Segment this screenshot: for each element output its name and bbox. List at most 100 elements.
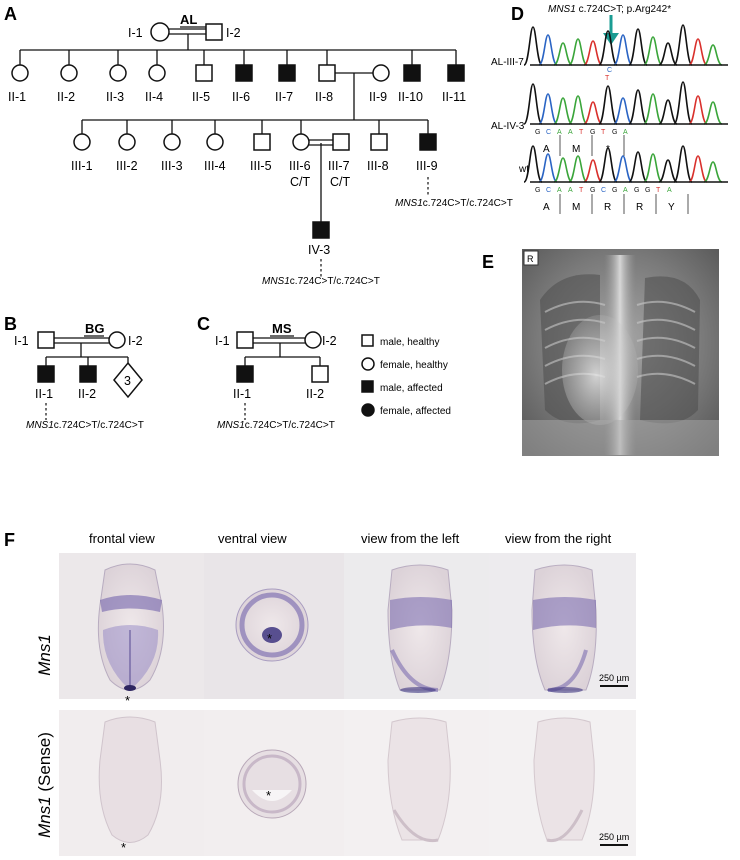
- label-a-iii6: III-6: [289, 159, 311, 173]
- trace-label-al-iii7: AL-III-7: [491, 57, 524, 68]
- trace-peak: [688, 95, 708, 125]
- label-c-ii2: II-2: [306, 387, 324, 401]
- trace-peak: [643, 153, 663, 183]
- trace-peak: [658, 99, 678, 125]
- label-a-iii9: III-9: [416, 159, 438, 173]
- asterisk-3: *: [121, 840, 126, 855]
- label-c-i1: I-1: [215, 334, 230, 348]
- xray-r-marker: R: [527, 254, 534, 264]
- chromatogram-wt: [523, 145, 723, 183]
- trace-peak: [553, 42, 573, 66]
- trace-peak: [583, 101, 603, 125]
- label-a-ii2: II-2: [57, 90, 75, 104]
- panel-e-label: E: [482, 252, 494, 272]
- trace-peak: [598, 147, 618, 183]
- aa-wt-5: Y: [668, 202, 675, 213]
- base-call: T: [656, 187, 661, 194]
- trace-peak: [628, 28, 648, 66]
- het-base-c: C: [607, 67, 612, 74]
- genotype-a-iii9: MNS1c.724C>T/c.724C>T: [395, 198, 513, 209]
- aa-iv3-1: A: [543, 144, 550, 155]
- base-call: T: [579, 129, 584, 136]
- label-c-ii1: II-1: [233, 387, 251, 401]
- trace-peak: [658, 159, 678, 183]
- asterisk-1: *: [125, 693, 130, 708]
- aa-iv3-2: M: [572, 144, 580, 155]
- base-call: A: [568, 129, 573, 136]
- genotype-b-ii1: MNS1c.724C>T/c.724C>T: [26, 420, 144, 431]
- trace-peak: [523, 83, 543, 125]
- trace-peak: [628, 151, 648, 183]
- trace-label-al-iv3: AL-IV-3: [491, 121, 525, 132]
- trace-peak: [703, 161, 723, 183]
- sibship-diamond: [113, 361, 143, 399]
- pedigree-a-i2: [205, 23, 223, 41]
- family-ms-label: MS: [272, 321, 292, 336]
- asterisk-2: *: [267, 631, 272, 646]
- base-call: T: [601, 129, 606, 136]
- trace-peak: [538, 93, 558, 125]
- base-call: G: [535, 129, 540, 136]
- label-a-ii6: II-6: [232, 90, 250, 104]
- base-call: A: [623, 187, 628, 194]
- label-a-ii3: II-3: [106, 90, 124, 104]
- panel-d-label: D: [511, 4, 524, 24]
- base-call: G: [612, 129, 617, 136]
- base-call: C: [546, 187, 551, 194]
- label-a-i2: I-2: [226, 26, 241, 40]
- panel-b-label: B: [4, 314, 17, 334]
- trace-peak: [673, 81, 693, 125]
- genotype-c-ii1: MNS1c.724C>T/c.724C>T: [217, 420, 335, 431]
- column-frontal-view: frontal view: [89, 531, 155, 546]
- trace-peak: [538, 153, 558, 183]
- label-a-ii5: II-5: [192, 90, 210, 104]
- trace-peak: [643, 36, 663, 66]
- column-view-right: view from the right: [505, 531, 612, 546]
- base-call: A: [568, 187, 573, 194]
- row-label-mns1-sense: Mns1 (Sense): [35, 732, 54, 838]
- legend-female-affected: female, affected: [380, 406, 451, 417]
- trace-peak: [568, 155, 588, 183]
- label-a-iii1: III-1: [71, 159, 93, 173]
- panel-f-label: F: [4, 530, 15, 550]
- legend-female-healthy: female, healthy: [380, 360, 448, 371]
- legend-male-healthy: male, healthy: [380, 337, 439, 348]
- trace-peak: [523, 145, 543, 183]
- label-a-iii4: III-4: [204, 159, 226, 173]
- trace-peak: [568, 95, 588, 125]
- label-a-i1: I-1: [128, 26, 143, 40]
- base-call: G: [634, 187, 639, 194]
- asterisk-4: *: [266, 788, 271, 803]
- trace-peak: [583, 159, 603, 183]
- trace-peak: [673, 24, 693, 66]
- chromatogram-al-iii7: [523, 24, 723, 66]
- aa-wt-4: R: [636, 202, 643, 213]
- pedigree-a-i1: [150, 22, 170, 42]
- chest-xray: R: [522, 249, 719, 456]
- genotype-a-iv3: MNS1c.724C>T/c.724C>T: [262, 276, 380, 287]
- aa-row-wt: A M R R Y: [543, 194, 689, 214]
- trace-peak: [613, 34, 633, 66]
- trace-peak: [583, 40, 603, 66]
- mutation-label: MNS1 c.724C>T; p.Arg242*: [548, 4, 671, 15]
- label-a-iii7: III-7: [328, 159, 350, 173]
- trace-peak: [598, 30, 618, 66]
- column-ventral-view: ventral view: [218, 531, 287, 546]
- label-a-iii3: III-3: [161, 159, 183, 173]
- base-call: G: [612, 187, 617, 194]
- label-a-ii4: II-4: [145, 90, 163, 104]
- label-a-iii8: III-8: [367, 159, 389, 173]
- het-base-t: T: [605, 75, 610, 82]
- insitu-sense-row: * * 250 µm: [59, 710, 636, 856]
- base-call: A: [557, 129, 562, 136]
- insitu-antisense-row: * * 250 µm: [59, 553, 636, 708]
- row-label-mns1: Mns1: [35, 634, 54, 676]
- trace-peak: [658, 42, 678, 66]
- panel-a-label: A: [4, 4, 17, 24]
- label-a-iv3: IV-3: [308, 243, 330, 257]
- sibship-count: 3: [124, 374, 131, 388]
- trace-peak: [553, 97, 573, 125]
